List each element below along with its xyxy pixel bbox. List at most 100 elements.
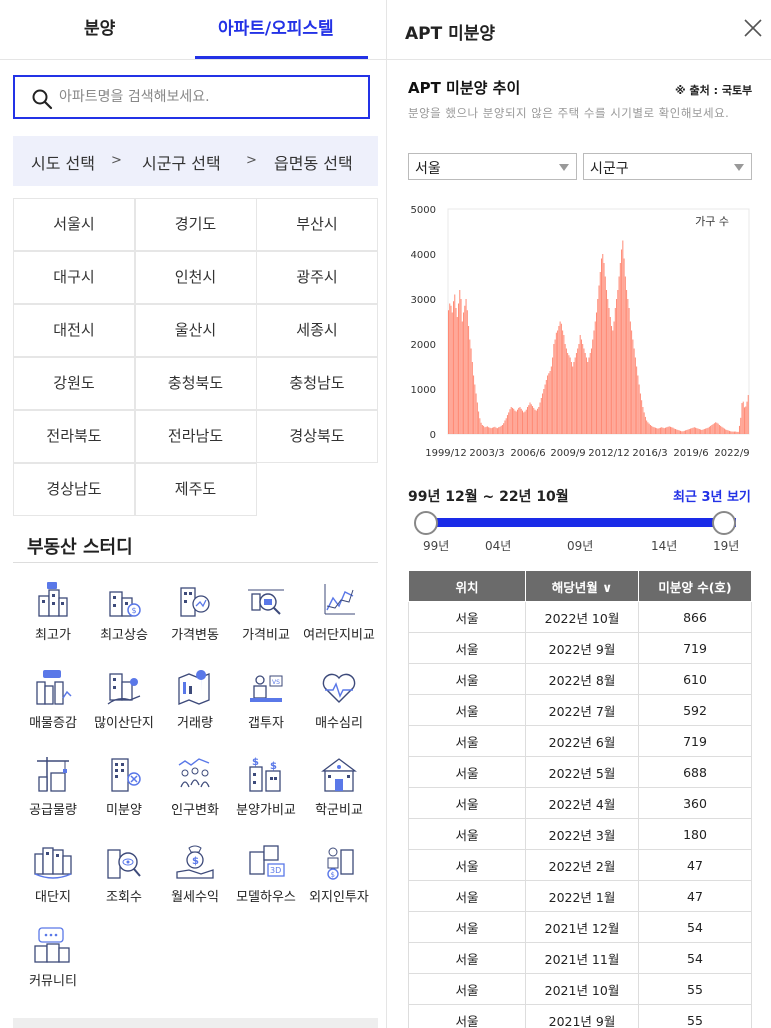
table-row[interactable]: 서울 2021년 10월 55: [408, 973, 752, 1005]
region-cell[interactable]: 전라북도: [13, 410, 135, 463]
study-item[interactable]: 가격변동: [159, 580, 231, 643]
study-item[interactable]: $ $ 분양가비교: [230, 755, 302, 818]
cell-location: 서울: [408, 849, 526, 881]
search-box[interactable]: [13, 75, 370, 119]
chart-bar: [454, 294, 456, 434]
chart-bar: [595, 312, 597, 434]
table-row[interactable]: 서울 2022년 3월 180: [408, 818, 752, 850]
region-cell[interactable]: 대구시: [13, 251, 135, 304]
study-item[interactable]: 매수심리: [303, 668, 375, 731]
study-item[interactable]: 공급물량: [17, 755, 89, 818]
table-row[interactable]: 서울 2022년 5월 688: [408, 756, 752, 788]
sido-select-step[interactable]: 시도 선택: [31, 154, 95, 173]
search-input[interactable]: [59, 85, 359, 109]
chart-bar: [611, 326, 613, 434]
chart-bar: [555, 332, 557, 434]
left-panel: 분양 아파트/오피스텔 시도 선택 > 시군구 선택 > 읍면동 선택 서울시경…: [0, 0, 387, 1028]
cell-unsold-count: 360: [638, 787, 752, 819]
study-item[interactable]: 커뮤니티: [17, 926, 89, 989]
table-row[interactable]: 서울 2022년 8월 610: [408, 663, 752, 695]
table-row[interactable]: 서울 2022년 7월 592: [408, 694, 752, 726]
sigungu-dropdown[interactable]: 시군구: [583, 153, 752, 180]
study-item[interactable]: $ 월세수익: [159, 842, 231, 905]
cell-location: 서울: [408, 663, 526, 695]
table-row[interactable]: 서울 2022년 2월 47: [408, 849, 752, 881]
region-cell[interactable]: 서울시: [13, 198, 135, 251]
chart-bar: [504, 420, 506, 434]
chart-bar: [535, 410, 537, 434]
range-slider-end-handle[interactable]: [712, 511, 736, 535]
region-cell[interactable]: 부산시: [256, 198, 378, 251]
region-cell[interactable]: 울산시: [134, 304, 257, 357]
study-item-label: 여러단지비교: [303, 628, 375, 643]
chart-bar: [527, 407, 529, 434]
sido-dropdown[interactable]: 서울: [408, 153, 577, 180]
y-tick-label: 2000: [411, 340, 436, 351]
chart-bar: [646, 420, 648, 434]
chart-bar: [705, 428, 707, 434]
recent-3-years-button[interactable]: 최근 3년 보기: [673, 490, 751, 505]
range-slider-track[interactable]: [426, 518, 736, 527]
study-item[interactable]: $ 외지인투자: [303, 842, 375, 905]
study-item[interactable]: 3D 모델하우스: [230, 842, 302, 905]
chart-bar: [559, 321, 561, 434]
sigungu-select-step[interactable]: 시군구 선택: [142, 154, 221, 173]
study-item[interactable]: 거래량: [159, 668, 231, 731]
table-row[interactable]: 서울 2022년 4월 360: [408, 787, 752, 819]
region-cell[interactable]: 경상북도: [256, 410, 378, 463]
chart-bar: [613, 321, 615, 434]
study-item[interactable]: 조회수: [88, 842, 160, 905]
study-item[interactable]: 미분양: [88, 755, 160, 818]
region-cell[interactable]: 제주도: [134, 463, 257, 516]
study-item[interactable]: 학군비교: [303, 755, 375, 818]
study-item[interactable]: $ 최고상승: [88, 580, 160, 643]
region-cell[interactable]: 전라남도: [134, 410, 257, 463]
region-cell[interactable]: 충청남도: [256, 357, 378, 410]
table-row[interactable]: 서울 2022년 10월 866: [408, 601, 752, 633]
range-text: 99년 12월 ~ 22년 10월: [408, 489, 569, 505]
region-cell[interactable]: 세종시: [256, 304, 378, 357]
chart-bar: [463, 312, 465, 434]
x-tick-label: 2009/9: [550, 448, 585, 459]
tab-presale[interactable]: 분양: [84, 19, 116, 39]
region-cell[interactable]: 대전시: [13, 304, 135, 357]
column-header-month[interactable]: 해당년월 ∨: [525, 570, 639, 602]
study-item[interactable]: 여러단지비교: [303, 580, 375, 643]
table-row[interactable]: 서울 2021년 11월 54: [408, 942, 752, 974]
close-icon[interactable]: [742, 17, 764, 39]
study-item[interactable]: 매물증감: [17, 668, 89, 731]
table-row[interactable]: 서울 2022년 1월 47: [408, 880, 752, 912]
region-cell[interactable]: 강원도: [13, 357, 135, 410]
region-cell[interactable]: 경상남도: [13, 463, 135, 516]
tab-apartment-officetel[interactable]: 아파트/오피스텔: [218, 19, 334, 39]
chart-bar: [486, 426, 488, 434]
chart-bar: [681, 431, 683, 434]
table-row[interactable]: 서울 2022년 9월 719: [408, 632, 752, 664]
table-row[interactable]: 서울 2021년 12월 54: [408, 911, 752, 943]
chart-bar: [520, 408, 522, 434]
eupmyeondong-select-step[interactable]: 읍면동 선택: [274, 154, 353, 173]
chart-bar: [550, 366, 552, 434]
range-slider-start-handle[interactable]: [414, 511, 438, 535]
study-item[interactable]: 최고가: [17, 580, 89, 643]
chart-bar: [649, 425, 651, 434]
study-item[interactable]: 인구변화: [159, 755, 231, 818]
table-row[interactable]: 서울 2021년 9월 55: [408, 1004, 752, 1028]
chart-bar: [449, 303, 451, 434]
study-item[interactable]: 많이산단지: [88, 668, 160, 731]
chart-bar: [587, 362, 589, 434]
chart-bar: [508, 412, 510, 434]
table-row[interactable]: 서울 2022년 6월 719: [408, 725, 752, 757]
region-cell[interactable]: 경기도: [134, 198, 257, 251]
chart-bar: [616, 299, 618, 434]
study-item[interactable]: VS 갭투자: [230, 668, 302, 731]
study-item[interactable]: 가격비교: [230, 580, 302, 643]
y-tick-label: 4000: [411, 250, 436, 261]
region-cell[interactable]: 광주시: [256, 251, 378, 304]
chart-bar: [471, 362, 473, 434]
region-cell[interactable]: 인천시: [134, 251, 257, 304]
chart-bar: [505, 418, 507, 434]
study-item-label: 인구변화: [171, 803, 219, 818]
region-cell[interactable]: 충청북도: [134, 357, 257, 410]
study-item[interactable]: 대단지: [17, 842, 89, 905]
